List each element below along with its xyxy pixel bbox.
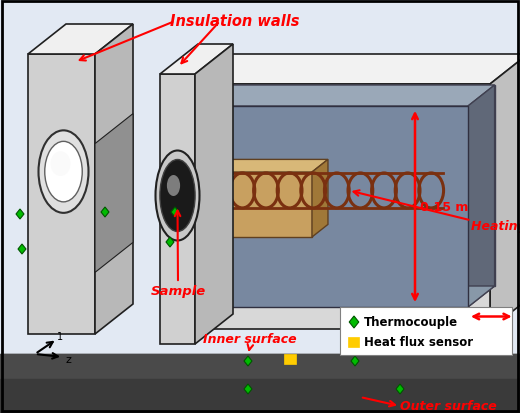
Ellipse shape: [45, 142, 82, 202]
Polygon shape: [18, 244, 26, 254]
Ellipse shape: [155, 151, 200, 241]
Polygon shape: [396, 384, 404, 394]
Text: Inner surface: Inner surface: [203, 333, 297, 346]
Polygon shape: [175, 55, 520, 85]
Text: Outer surface: Outer surface: [400, 399, 497, 413]
Polygon shape: [244, 356, 252, 366]
Polygon shape: [197, 286, 495, 307]
Polygon shape: [101, 207, 109, 218]
Polygon shape: [28, 55, 95, 334]
Bar: [284, 354, 296, 364]
Polygon shape: [207, 173, 312, 237]
Text: Heating coil: Heating coil: [471, 219, 520, 233]
Text: Heat flux sensor: Heat flux sensor: [364, 336, 473, 349]
Polygon shape: [95, 25, 133, 334]
Ellipse shape: [167, 176, 180, 197]
Text: Sample: Sample: [150, 285, 205, 298]
Polygon shape: [171, 207, 179, 218]
Polygon shape: [207, 160, 328, 173]
Polygon shape: [224, 86, 495, 286]
Bar: [340, 307, 512, 355]
Text: z: z: [65, 354, 71, 364]
Ellipse shape: [38, 131, 88, 214]
Polygon shape: [28, 25, 133, 55]
Polygon shape: [95, 114, 133, 273]
Polygon shape: [16, 209, 24, 219]
Bar: [197, 107, 468, 307]
Polygon shape: [195, 45, 233, 344]
Text: Thermocouple: Thermocouple: [364, 316, 458, 329]
Polygon shape: [468, 86, 495, 307]
Polygon shape: [160, 75, 195, 344]
Bar: [0, 354, 520, 413]
Ellipse shape: [50, 152, 71, 176]
Polygon shape: [166, 237, 174, 247]
Polygon shape: [351, 356, 359, 366]
Polygon shape: [244, 384, 252, 394]
Bar: [0, 354, 520, 379]
Polygon shape: [160, 45, 233, 75]
Polygon shape: [490, 55, 520, 329]
Ellipse shape: [160, 160, 195, 232]
Bar: [348, 337, 359, 347]
Bar: [0, 379, 520, 413]
Text: 0.15 m: 0.15 m: [420, 201, 469, 214]
Polygon shape: [197, 86, 495, 107]
Text: Insulation walls: Insulation walls: [170, 14, 300, 29]
Polygon shape: [349, 316, 359, 328]
Text: 1: 1: [57, 331, 63, 341]
Polygon shape: [175, 85, 490, 329]
Polygon shape: [312, 160, 328, 237]
